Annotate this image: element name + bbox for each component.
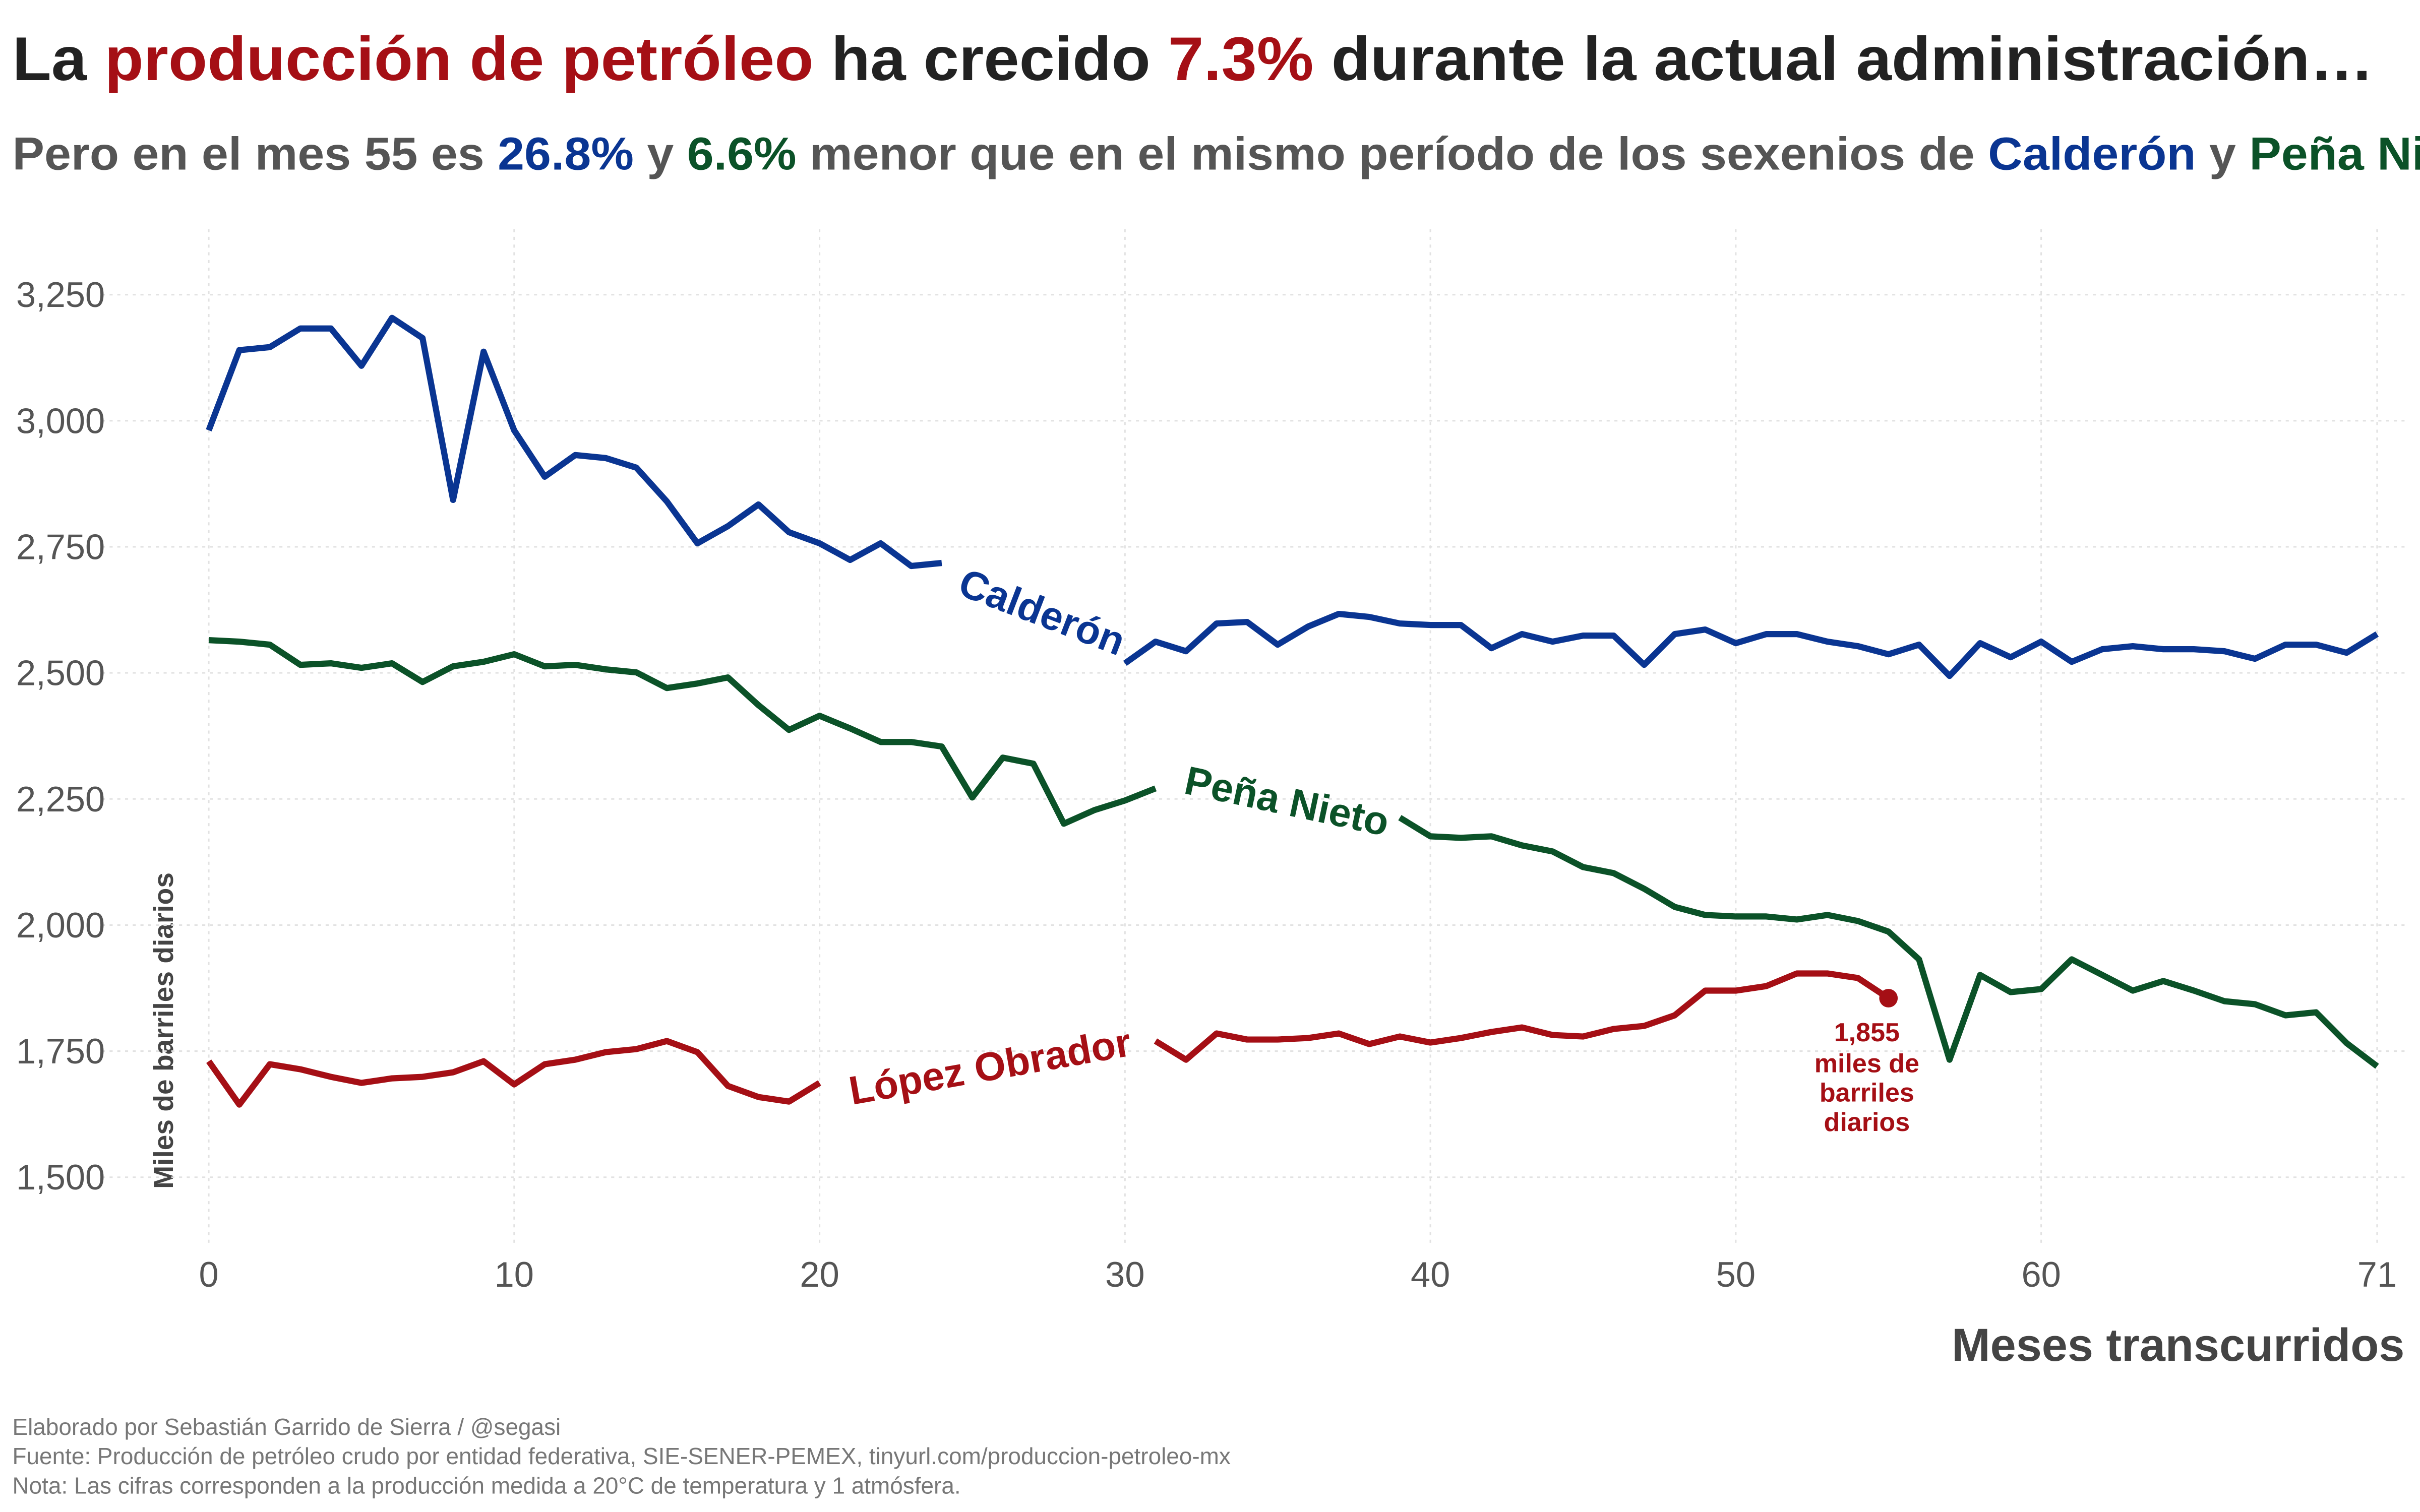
plot-area: Calderón Peña Nieto López Obrador 1,855mile…: [206, 314, 2379, 1137]
y-tick-label: 2,250: [16, 779, 105, 819]
end-point: [1879, 989, 1898, 1007]
x-tick-label: 60: [2021, 1254, 2061, 1294]
y-tick-label: 1,500: [16, 1157, 105, 1197]
series-line: [208, 637, 2379, 1069]
x-axis-label: Meses transcurridos: [1952, 1319, 2404, 1371]
x-tick-label: 10: [495, 1254, 534, 1294]
y-tick-label: 2,000: [16, 905, 105, 945]
series-label: Peña Nieto: [1181, 758, 1393, 845]
subtitle-part: 6.6%: [687, 129, 797, 180]
title-part: producción de petróleo: [104, 24, 813, 93]
footer-line: Elaborado por Sebastián Garrido de Sierr…: [12, 1414, 561, 1440]
subtitle-part: 26.8%: [498, 129, 634, 180]
subtitle-part: menor que en el mismo período de los sex…: [797, 129, 1988, 180]
x-tick-label: 50: [1716, 1254, 1756, 1294]
y-tick-label: 3,250: [16, 275, 105, 314]
subtitle-part: y: [2196, 129, 2250, 180]
subtitle-part: y: [634, 129, 687, 180]
y-tick-label: 3,000: [16, 401, 105, 440]
title-part: La: [12, 24, 104, 93]
end-note: diarios: [1824, 1108, 1910, 1137]
x-tick-label: 71: [2357, 1254, 2397, 1294]
end-note: barriles: [1820, 1079, 1914, 1108]
title-part: durante la actual administración…: [1313, 24, 2374, 93]
chart-subtitle: Pero en el mes 55 es 26.8% y 6.6% menor …: [12, 129, 2420, 180]
series-label: Calderón: [953, 560, 1131, 664]
end-note: miles de: [1814, 1049, 1919, 1078]
series-line: [206, 314, 2379, 679]
footer-line: Nota: Las cifras corresponden a la produ…: [12, 1472, 960, 1498]
grid: 1,500 1,750 2,000 2,250 2,500 2,750 3,000 3,250…: [16, 229, 2408, 1294]
y-tick-label: 1,750: [16, 1031, 105, 1071]
series-label: López Obrador: [845, 1020, 1134, 1113]
chart-title: La producción de petróleo ha crecido 7.3…: [12, 24, 2374, 93]
series-line: [206, 970, 1891, 1108]
x-tick-label: 20: [800, 1254, 839, 1294]
subtitle-part: Peña Nieto: [2249, 129, 2420, 180]
y-axis-label: Miles de barriles diarios: [148, 872, 179, 1189]
title-part: 7.3%: [1168, 24, 1313, 93]
subtitle-part: Calderón: [1988, 129, 2196, 180]
subtitle-part: Pero en el mes 55 es: [12, 129, 498, 180]
x-tick-label: 30: [1105, 1254, 1144, 1294]
x-tick-label: 0: [199, 1254, 218, 1294]
footer-line: Fuente: Producción de petróleo crudo por…: [12, 1443, 1230, 1469]
x-tick-label: 40: [1411, 1254, 1450, 1294]
y-tick-label: 2,750: [16, 527, 105, 566]
y-tick-label: 2,500: [16, 653, 105, 693]
end-label: 1,855: [1834, 1018, 1900, 1047]
title-part: ha crecido: [814, 24, 1168, 93]
